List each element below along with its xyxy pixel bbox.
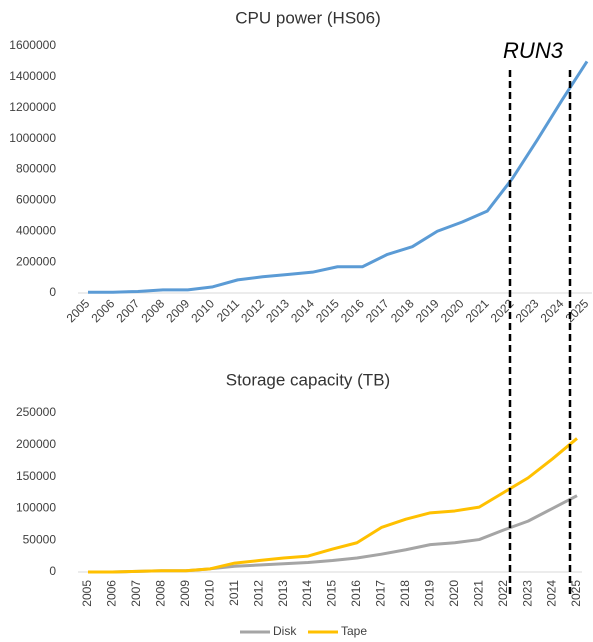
x-tick-label: 2024: [545, 580, 559, 607]
x-tick-label: 2022: [496, 580, 510, 607]
x-tick-label: 2025: [569, 580, 583, 607]
y-tick-label: 100000: [16, 501, 56, 515]
x-tick-label: 2017: [374, 580, 388, 607]
x-tick-label: 2011: [227, 580, 241, 606]
x-tick-label: 2007: [113, 296, 142, 325]
x-tick-label: 2018: [398, 580, 412, 607]
y-tick-label: 150000: [16, 469, 56, 483]
x-tick-label: 2016: [338, 296, 367, 325]
x-tick-label: 2017: [363, 296, 392, 325]
x-tick-label: 2020: [438, 296, 467, 325]
legend-label: Disk: [273, 624, 297, 638]
y-tick-label: 1000000: [9, 131, 56, 145]
x-tick-label: 2005: [64, 296, 93, 325]
chart-title: CPU power (HS06): [235, 8, 381, 27]
x-tick-label: 2010: [202, 580, 216, 607]
x-tick-label: 2019: [422, 580, 436, 607]
x-tick-label: 2021: [463, 296, 492, 325]
x-tick-label: 2010: [188, 296, 217, 325]
series-line: [88, 494, 578, 574]
x-tick-label: 2022: [488, 296, 517, 325]
x-tick-label: 2006: [89, 296, 118, 325]
y-tick-label: 600000: [16, 193, 56, 207]
y-tick-label: 0: [49, 285, 56, 299]
x-tick-label: 2008: [154, 580, 168, 607]
y-tick-label: 250000: [16, 405, 56, 419]
series-line: [88, 60, 589, 294]
x-tick-label: 2023: [520, 580, 534, 607]
x-tick-label: 2006: [105, 580, 119, 607]
x-tick-label: 2015: [325, 580, 339, 607]
x-tick-label: 2012: [238, 296, 267, 325]
x-tick-label: 2009: [163, 296, 192, 325]
x-tick-label: 2011: [214, 296, 242, 324]
series-line: [88, 437, 578, 574]
x-tick-label: 2018: [388, 296, 417, 325]
y-tick-label: 200000: [16, 437, 56, 451]
x-tick-label: 2014: [300, 580, 314, 607]
x-tick-label: 2008: [138, 296, 167, 325]
y-tick-label: 800000: [16, 162, 56, 176]
chart-title: Storage capacity (TB): [226, 370, 390, 389]
y-tick-label: 50000: [23, 532, 57, 546]
x-tick-label: 2015: [313, 296, 342, 325]
x-tick-label: 2025: [563, 296, 592, 325]
x-tick-label: 2005: [80, 580, 94, 607]
y-tick-label: 1400000: [9, 69, 56, 83]
x-tick-label: 2013: [276, 580, 290, 607]
x-tick-label: 2014: [288, 296, 317, 325]
x-tick-label: 2023: [513, 296, 542, 325]
y-tick-label: 1200000: [9, 100, 56, 114]
y-tick-label: 0: [49, 564, 56, 578]
y-tick-label: 200000: [16, 254, 56, 268]
y-tick-label: 1600000: [9, 38, 56, 52]
x-tick-label: 2021: [471, 580, 485, 607]
x-tick-label: 2016: [349, 580, 363, 607]
x-tick-label: 2013: [263, 296, 292, 325]
x-tick-label: 2007: [129, 580, 143, 607]
annotation: RUN3: [503, 38, 564, 63]
x-tick-label: 2012: [251, 580, 265, 607]
legend-label: Tape: [341, 624, 367, 638]
x-tick-label: 2009: [178, 580, 192, 607]
x-tick-label: 2024: [538, 296, 567, 325]
x-tick-label: 2019: [413, 296, 442, 325]
y-tick-label: 400000: [16, 223, 56, 237]
x-tick-label: 2020: [447, 580, 461, 607]
